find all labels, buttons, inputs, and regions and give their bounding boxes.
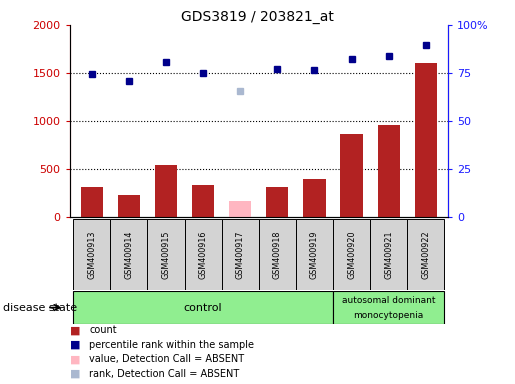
Text: control: control bbox=[184, 303, 222, 313]
Bar bbox=[333, 291, 444, 324]
Bar bbox=[229, 201, 251, 217]
Text: rank, Detection Call = ABSENT: rank, Detection Call = ABSENT bbox=[89, 369, 239, 379]
Bar bbox=[407, 219, 444, 290]
Text: GSM400921: GSM400921 bbox=[384, 230, 393, 279]
Bar bbox=[184, 219, 221, 290]
Bar bbox=[73, 291, 333, 324]
Bar bbox=[221, 219, 259, 290]
Bar bbox=[192, 185, 214, 217]
Text: GSM400914: GSM400914 bbox=[125, 230, 133, 278]
Text: autosomal dominant: autosomal dominant bbox=[342, 296, 435, 305]
Text: GSM400922: GSM400922 bbox=[421, 230, 431, 279]
Text: value, Detection Call = ABSENT: value, Detection Call = ABSENT bbox=[89, 354, 244, 364]
Text: GSM400917: GSM400917 bbox=[236, 230, 245, 279]
Text: GSM400920: GSM400920 bbox=[347, 230, 356, 279]
Bar bbox=[81, 187, 103, 217]
Bar bbox=[110, 219, 147, 290]
Text: GDS3819 / 203821_at: GDS3819 / 203821_at bbox=[181, 10, 334, 23]
Bar bbox=[155, 165, 177, 217]
Bar bbox=[333, 219, 370, 290]
Text: ■: ■ bbox=[70, 354, 80, 364]
Bar bbox=[296, 219, 333, 290]
Bar bbox=[147, 219, 184, 290]
Text: GSM400915: GSM400915 bbox=[162, 230, 170, 279]
Bar bbox=[377, 125, 400, 217]
Bar bbox=[118, 195, 140, 217]
Bar bbox=[259, 219, 296, 290]
Text: ■: ■ bbox=[70, 340, 80, 350]
Bar bbox=[340, 134, 363, 217]
Text: GSM400918: GSM400918 bbox=[273, 230, 282, 278]
Text: GSM400913: GSM400913 bbox=[87, 230, 96, 278]
Bar bbox=[73, 219, 110, 290]
Bar bbox=[370, 219, 407, 290]
Text: disease state: disease state bbox=[3, 303, 77, 313]
Bar bbox=[266, 187, 288, 217]
Text: ■: ■ bbox=[70, 325, 80, 335]
Text: GSM400919: GSM400919 bbox=[310, 230, 319, 279]
Text: percentile rank within the sample: percentile rank within the sample bbox=[89, 340, 254, 350]
Text: GSM400916: GSM400916 bbox=[199, 230, 208, 278]
Bar bbox=[415, 63, 437, 217]
Text: count: count bbox=[89, 325, 117, 335]
Text: ■: ■ bbox=[70, 369, 80, 379]
Bar bbox=[303, 179, 325, 217]
Text: monocytopenia: monocytopenia bbox=[354, 311, 424, 319]
